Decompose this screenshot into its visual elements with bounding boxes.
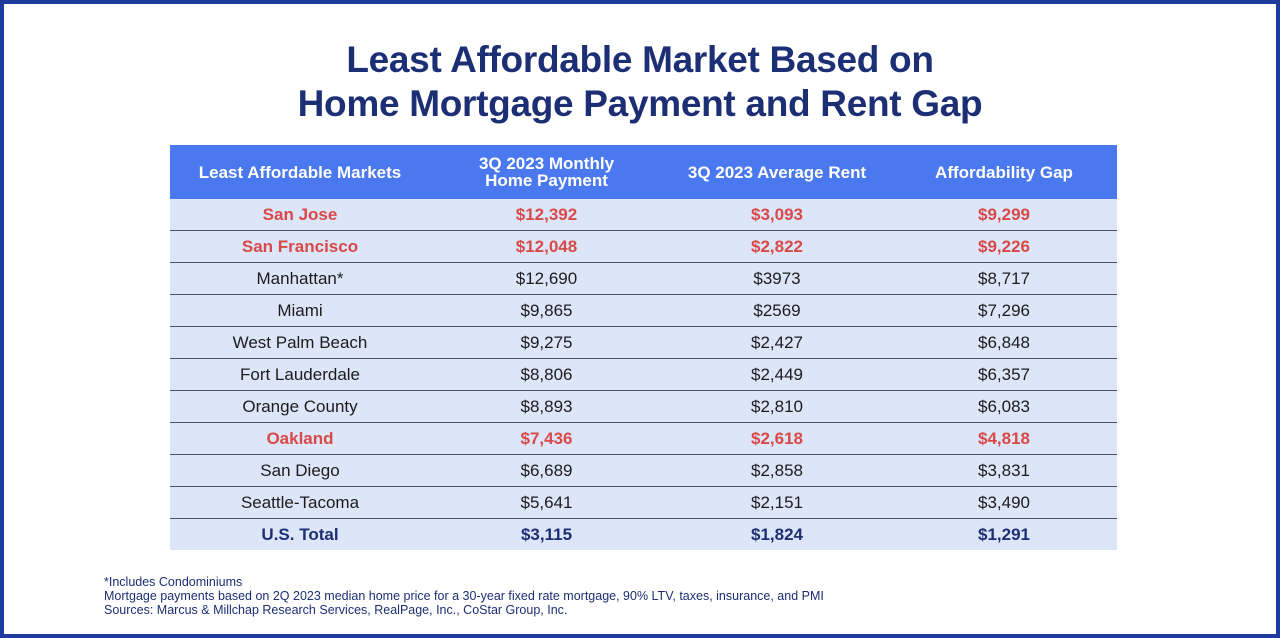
affordability-gap-cell: $6,083 (891, 390, 1117, 423)
affordability-gap-cell: $3,490 (891, 486, 1117, 519)
affordability-table: Least Affordable Markets 3Q 2023 Monthly… (170, 145, 1117, 550)
home-payment-cell: $6,689 (430, 454, 663, 487)
affordability-gap-cell: $3,831 (891, 454, 1117, 487)
average-rent-cell: $1,824 (663, 518, 891, 550)
footnote-methodology: Mortgage payments based on 2Q 2023 media… (104, 589, 824, 603)
market-cell: U.S. Total (170, 518, 430, 550)
affordability-gap-cell: $6,848 (891, 326, 1117, 359)
affordability-gap-cell: $4,818 (891, 422, 1117, 455)
table-row: Oakland $7,436 $2,618 $4,818 (170, 422, 1117, 455)
home-payment-cell: $12,392 (430, 199, 663, 231)
average-rent-cell: $2,151 (663, 486, 891, 519)
header-monthly-payment: 3Q 2023 Monthly Home Payment (430, 145, 663, 199)
average-rent-cell: $2,618 (663, 422, 891, 455)
average-rent-cell: $2,810 (663, 390, 891, 423)
market-cell: Fort Lauderdale (170, 358, 430, 391)
page-title: Least Affordable Market Based on Home Mo… (4, 38, 1276, 126)
home-payment-cell: $9,275 (430, 326, 663, 359)
home-payment-cell: $3,115 (430, 518, 663, 550)
table-row: San Jose $12,392 $3,093 $9,299 (170, 199, 1117, 231)
table-row: Orange County $8,893 $2,810 $6,083 (170, 390, 1117, 423)
market-cell: Orange County (170, 390, 430, 423)
market-cell: San Francisco (170, 230, 430, 263)
title-line-1: Least Affordable Market Based on (346, 39, 934, 80)
table-row: San Diego $6,689 $2,858 $3,831 (170, 454, 1117, 487)
home-payment-cell: $7,436 (430, 422, 663, 455)
table-row: Miami $9,865 $2569 $7,296 (170, 294, 1117, 327)
affordability-gap-cell: $6,357 (891, 358, 1117, 391)
affordability-gap-cell: $7,296 (891, 294, 1117, 327)
home-payment-cell: $9,865 (430, 294, 663, 327)
footnotes: *Includes Condominiums Mortgage payments… (104, 575, 824, 617)
table-row: Fort Lauderdale $8,806 $2,449 $6,357 (170, 358, 1117, 391)
home-payment-cell: $5,641 (430, 486, 663, 519)
average-rent-cell: $2569 (663, 294, 891, 327)
home-payment-cell: $12,690 (430, 262, 663, 295)
home-payment-cell: $8,806 (430, 358, 663, 391)
home-payment-cell: $12,048 (430, 230, 663, 263)
affordability-gap-cell: $9,299 (891, 199, 1117, 231)
table-header-row: Least Affordable Markets 3Q 2023 Monthly… (170, 145, 1117, 199)
footnote-sources: Sources: Marcus & Millchap Research Serv… (104, 603, 568, 617)
title-line-2: Home Mortgage Payment and Rent Gap (297, 83, 983, 124)
average-rent-cell: $2,858 (663, 454, 891, 487)
average-rent-cell: $3,093 (663, 199, 891, 231)
table-row: West Palm Beach $9,275 $2,427 $6,848 (170, 326, 1117, 359)
average-rent-cell: $2,822 (663, 230, 891, 263)
header-average-rent: 3Q 2023 Average Rent (663, 145, 891, 199)
market-cell: Seattle-Tacoma (170, 486, 430, 519)
table-row: Manhattan* $12,690 $3973 $8,717 (170, 262, 1117, 295)
table-body: San Jose $12,392 $3,093 $9,299 San Francisco… (170, 199, 1117, 550)
average-rent-cell: $3973 (663, 262, 891, 295)
header-markets: Least Affordable Markets (170, 145, 430, 199)
market-cell: Manhattan* (170, 262, 430, 295)
affordability-gap-cell: $1,291 (891, 518, 1117, 550)
market-cell: Miami (170, 294, 430, 327)
market-cell: San Jose (170, 199, 430, 231)
market-cell: Oakland (170, 422, 430, 455)
market-cell: San Diego (170, 454, 430, 487)
table-row: Seattle-Tacoma $5,641 $2,151 $3,490 (170, 486, 1117, 519)
header-affordability-gap: Affordability Gap (891, 145, 1117, 199)
market-cell: West Palm Beach (170, 326, 430, 359)
affordability-gap-cell: $9,226 (891, 230, 1117, 263)
table-row: U.S. Total $3,115 $1,824 $1,291 (170, 518, 1117, 550)
home-payment-cell: $8,893 (430, 390, 663, 423)
average-rent-cell: $2,449 (663, 358, 891, 391)
footnote-condominiums: *Includes Condominiums (104, 575, 243, 589)
affordability-gap-cell: $8,717 (891, 262, 1117, 295)
average-rent-cell: $2,427 (663, 326, 891, 359)
table-row: San Francisco $12,048 $2,822 $9,226 (170, 230, 1117, 263)
